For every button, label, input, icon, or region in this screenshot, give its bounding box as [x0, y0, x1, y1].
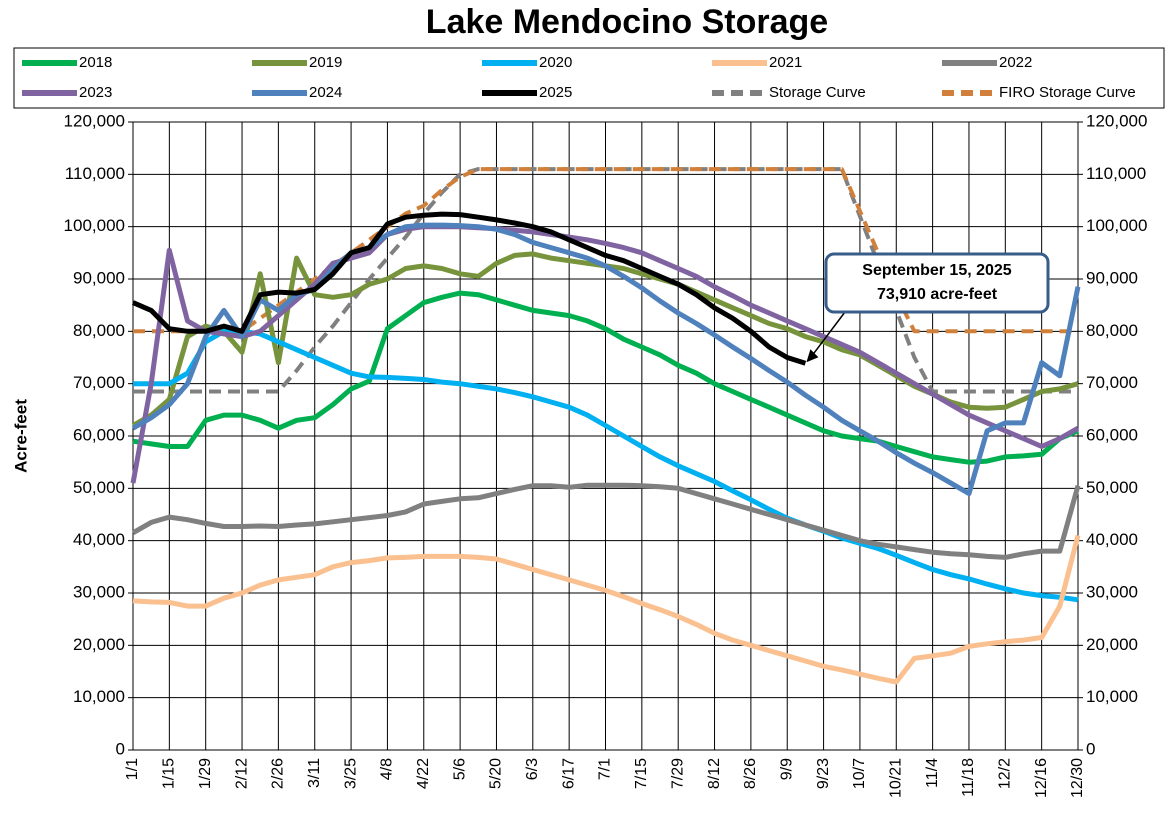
- y2-tick-label: 20,000: [1086, 635, 1138, 654]
- x-tick-label: 6/3: [524, 758, 541, 780]
- y-tick-label: 100,000: [64, 216, 125, 235]
- x-tick-label: 1/1: [124, 758, 141, 780]
- y-tick-label: 70,000: [73, 373, 125, 392]
- y2-tick-label: 70,000: [1086, 373, 1138, 392]
- x-tick-label: 12/16: [1033, 758, 1050, 798]
- y2-tick-label: 0: [1086, 739, 1095, 758]
- legend-label: 2020: [539, 54, 572, 71]
- legend-label: 2024: [309, 84, 342, 101]
- series-line: [130, 224, 1080, 484]
- y-axis-label: Acre-feet: [11, 399, 30, 473]
- y2-tick-label: 60,000: [1086, 425, 1138, 444]
- x-tick-label: 5/6: [451, 758, 468, 780]
- series-line: [131, 482, 1081, 560]
- y2-tick-label: 110,000: [1086, 164, 1146, 183]
- y2-tick-label: 120,000: [1086, 111, 1147, 130]
- x-tick-label: 1/15: [161, 758, 178, 789]
- legend-label: 2021: [769, 54, 802, 71]
- x-tick-label: 12/30: [1069, 758, 1086, 798]
- y-tick-label: 30,000: [73, 582, 125, 601]
- y-tick-label: 80,000: [73, 321, 125, 340]
- x-tick-label: 7/29: [669, 758, 686, 789]
- x-tick-label: 4/8: [379, 758, 396, 780]
- legend-label: 2022: [999, 54, 1032, 71]
- annotation-arrow: [808, 311, 846, 360]
- x-tick-label: 2/26: [270, 758, 287, 789]
- x-tick-label: 11/4: [924, 758, 941, 788]
- y2-tick-label: 40,000: [1086, 530, 1138, 549]
- x-tick-label: 12/2: [997, 758, 1014, 789]
- y-tick-label: 110,000: [65, 164, 125, 183]
- y-tick-label: 50,000: [73, 478, 125, 497]
- legend-label: 2019: [309, 54, 342, 71]
- x-tick-label: 1/29: [197, 758, 214, 789]
- x-tick-label: 7/1: [597, 758, 614, 780]
- legend-label: Storage Curve: [769, 84, 866, 101]
- legend-label: FIRO Storage Curve: [999, 84, 1136, 101]
- x-tick-label: 9/9: [778, 758, 795, 780]
- x-tick-label: 2/12: [233, 758, 250, 789]
- series-line: [131, 222, 1081, 497]
- x-tick-label: 9/23: [815, 758, 832, 789]
- legend-box: [13, 47, 1165, 109]
- y2-tick-label: 100,000: [1086, 216, 1147, 235]
- y2-tick-label: 80,000: [1086, 321, 1138, 340]
- x-tick-label: 8/26: [742, 758, 759, 789]
- y2-tick-label: 10,000: [1086, 687, 1138, 706]
- y-tick-label: 40,000: [73, 530, 125, 549]
- x-tick-label: 11/18: [960, 758, 977, 797]
- x-tick-label: 4/22: [415, 758, 432, 789]
- y-tick-label: 60,000: [73, 425, 125, 444]
- x-tick-label: 10/21: [887, 758, 904, 798]
- x-tick-label: 3/25: [342, 758, 359, 789]
- series-line: [133, 328, 1079, 603]
- x-tick-label: 7/15: [633, 758, 650, 789]
- x-tick-label: 6/17: [560, 758, 577, 789]
- x-tick-label: 10/7: [851, 758, 868, 789]
- legend-label: 2018: [79, 54, 112, 71]
- x-tick-label: 8/12: [706, 758, 723, 789]
- y2-tick-label: 90,000: [1086, 268, 1138, 287]
- annotation-box: [824, 252, 1050, 314]
- x-tick-label: 3/11: [306, 758, 323, 788]
- series-line: [132, 534, 1081, 685]
- series-line: [132, 211, 807, 366]
- x-tick-label: 5/20: [488, 758, 505, 789]
- annotation-text: 73,910 acre-feet: [877, 286, 998, 303]
- annotation-arrowhead: [806, 349, 819, 363]
- y-tick-label: 0: [116, 739, 125, 758]
- legend-label: 2025: [539, 84, 572, 101]
- y-tick-label: 120,000: [64, 111, 125, 130]
- legend-label: 2023: [79, 84, 112, 101]
- y2-tick-label: 30,000: [1086, 582, 1138, 601]
- series-line: [132, 290, 1079, 465]
- y2-tick-label: 50,000: [1086, 478, 1138, 497]
- annotation-text: September 15, 2025: [862, 262, 1012, 279]
- chart-title: Lake Mendocino Storage: [426, 3, 828, 41]
- y-tick-label: 10,000: [73, 687, 125, 706]
- series-line: [133, 167, 1078, 334]
- y-tick-label: 90,000: [73, 268, 125, 287]
- y-tick-label: 20,000: [73, 635, 125, 654]
